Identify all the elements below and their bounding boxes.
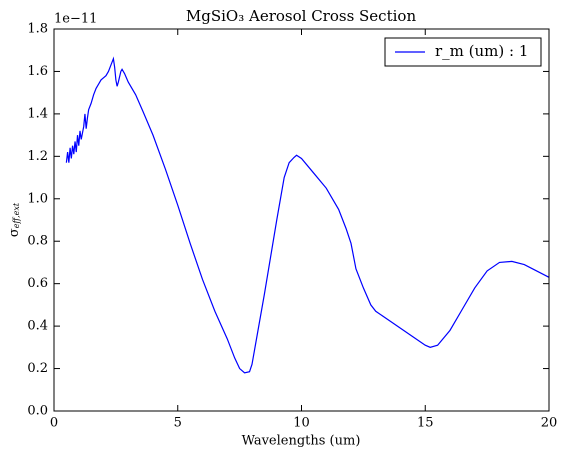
x-tick-label: 20 [541, 416, 558, 431]
y-tick-label: 1.0 [27, 191, 48, 206]
y-tick-label: 0.8 [27, 234, 48, 249]
y-tick-label: 1.4 [27, 106, 48, 121]
x-axis-label: Wavelengths (um) [242, 434, 361, 449]
y-tick-label: 1.2 [27, 149, 48, 164]
x-tick-label: 5 [174, 416, 182, 431]
y-tick-label: 1.6 [27, 64, 48, 79]
y-tick-label: 1.8 [27, 22, 48, 37]
y-tick-label: 0.2 [27, 361, 48, 376]
chart-title: MgSiO₃ Aerosol Cross Section [186, 7, 417, 25]
plot-frame [53, 28, 550, 412]
y-label-subscript: eff,ext [12, 202, 21, 228]
y-tick-label: 0.6 [27, 276, 48, 291]
x-tick-label: 0 [50, 416, 58, 431]
x-tick-label: 15 [417, 416, 434, 431]
legend-label: r_m (um) : 1 [435, 42, 528, 60]
y-offset: 1e−11 [54, 12, 97, 27]
y-tick-label: 0.0 [27, 404, 48, 419]
x-tick-label: 10 [293, 416, 310, 431]
series-line [65, 56, 550, 374]
y-tick-label: 0.4 [27, 319, 48, 334]
y-axis-label: σeff,ext [7, 202, 22, 237]
y-label-symbol: σ [7, 228, 22, 237]
